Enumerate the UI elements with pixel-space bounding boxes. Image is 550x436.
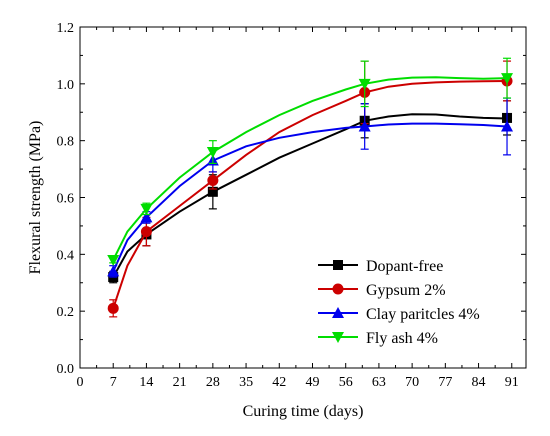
x-tick-label: 28 <box>206 375 220 390</box>
x-tick-label: 63 <box>372 375 386 390</box>
x-tick-label: 91 <box>505 375 519 390</box>
y-tick-label: 0.0 <box>57 362 75 377</box>
legend-item: Gypsum 2% <box>318 282 446 299</box>
data-point <box>358 120 371 132</box>
legend-item: Fly ash 4% <box>318 330 438 347</box>
x-tick-label: 42 <box>272 375 286 390</box>
legend-marker <box>332 307 344 318</box>
y-tick-label: 0.2 <box>57 305 75 320</box>
series-line <box>112 113 508 278</box>
legend-item: Dopant-free <box>318 258 443 275</box>
legend-label: Dopant-free <box>366 258 443 275</box>
series-line <box>112 76 508 261</box>
data-point <box>207 186 218 197</box>
series-layer <box>107 57 514 318</box>
x-tick-label: 0 <box>77 375 84 390</box>
y-axis: 0.0 0.2 0.4 0.6 0.8 1.0 1.2 <box>57 21 526 377</box>
legend-label: Gypsum 2% <box>366 282 446 299</box>
y-tick-label: 1.0 <box>57 78 75 93</box>
legend-label: Clay paritcles 4% <box>366 306 480 323</box>
legend-marker <box>333 260 343 270</box>
legend-marker <box>332 283 344 295</box>
y-tick-label: 0.8 <box>57 135 75 150</box>
x-tick-label: 77 <box>438 375 452 390</box>
legend-marker <box>332 332 344 343</box>
series-0 <box>108 100 513 284</box>
legend-item: Clay paritcles 4% <box>318 306 480 323</box>
x-tick-label: 49 <box>305 375 319 390</box>
x-axis-title: Curing time (days) <box>243 403 364 420</box>
y-tick-label: 0.4 <box>57 248 75 263</box>
data-point <box>501 73 514 85</box>
data-point <box>207 174 219 186</box>
data-point <box>107 265 120 277</box>
x-tick-label: 70 <box>405 375 419 390</box>
data-point <box>107 302 119 314</box>
y-tick-label: 0.6 <box>57 192 75 207</box>
legend-label: Fly ash 4% <box>366 330 438 347</box>
x-tick-label: 84 <box>472 375 486 390</box>
x-tick-label: 14 <box>139 375 153 390</box>
legend: Dopant-free Gypsum 2% Clay paritcles 4% Fly… <box>318 258 480 347</box>
series-line <box>112 122 508 272</box>
series-3 <box>107 57 514 267</box>
data-point <box>140 226 152 238</box>
x-tick-label: 35 <box>239 375 253 390</box>
x-tick-label: 7 <box>110 375 117 390</box>
x-tick-label: 21 <box>173 375 187 390</box>
data-point <box>358 78 371 90</box>
x-axis: 0 7 14 21 28 35 42 49 56 63 70 77 84 91 <box>77 27 519 390</box>
data-point <box>206 147 219 159</box>
x-tick-label: 56 <box>339 375 353 390</box>
y-tick-label: 1.2 <box>57 21 75 36</box>
data-point <box>140 211 153 223</box>
data-point <box>501 120 514 132</box>
data-point <box>107 255 120 267</box>
series-line <box>112 80 508 309</box>
data-point <box>140 203 153 215</box>
y-axis-title: Flexural strength (MPa) <box>27 121 44 275</box>
